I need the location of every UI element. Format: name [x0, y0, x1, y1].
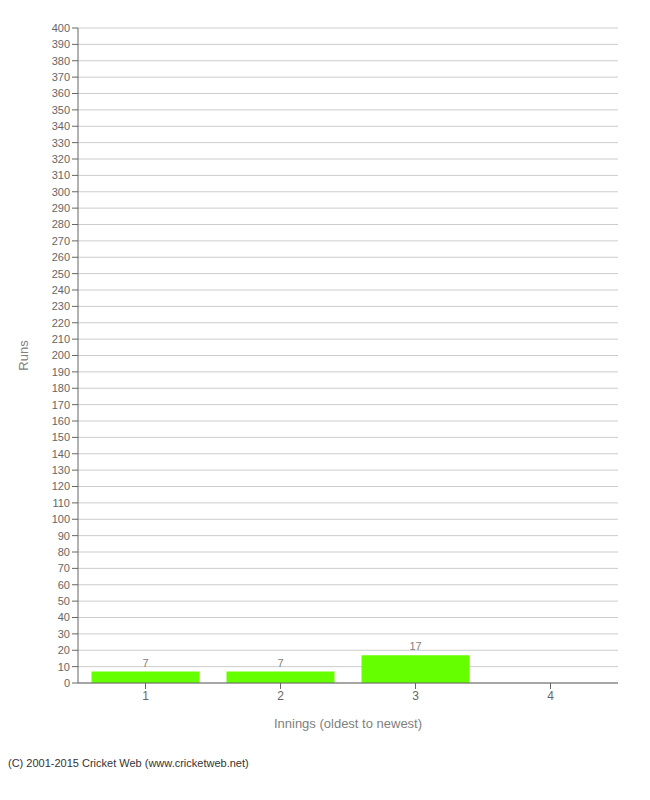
svg-text:370: 370 [52, 71, 70, 83]
svg-text:390: 390 [52, 38, 70, 50]
svg-text:40: 40 [58, 611, 70, 623]
svg-text:300: 300 [52, 186, 70, 198]
svg-text:280: 280 [52, 218, 70, 230]
svg-text:170: 170 [52, 399, 70, 411]
svg-text:250: 250 [52, 268, 70, 280]
svg-text:60: 60 [58, 579, 70, 591]
svg-text:0: 0 [64, 677, 70, 689]
svg-text:240: 240 [52, 284, 70, 296]
svg-text:10: 10 [58, 661, 70, 673]
svg-text:230: 230 [52, 300, 70, 312]
svg-text:380: 380 [52, 55, 70, 67]
svg-text:330: 330 [52, 137, 70, 149]
svg-text:100: 100 [52, 513, 70, 525]
svg-text:20: 20 [58, 644, 70, 656]
svg-text:7: 7 [142, 657, 148, 669]
html-text:(C) 2001-2015 Cricket Web (www: (C) 2001-2015 Cricket Web (www.cricketwe… [8, 757, 249, 769]
svg-text:30: 30 [58, 628, 70, 640]
svg-text:17: 17 [409, 640, 421, 652]
svg-text:290: 290 [52, 202, 70, 214]
svg-text:120: 120 [52, 480, 70, 492]
svg-text:220: 220 [52, 317, 70, 329]
svg-text:4: 4 [547, 689, 554, 703]
svg-text:140: 140 [52, 448, 70, 460]
svg-text:190: 190 [52, 366, 70, 378]
svg-text:80: 80 [58, 546, 70, 558]
svg-text:400: 400 [52, 22, 70, 34]
svg-text:150: 150 [52, 431, 70, 443]
svg-text:310: 310 [52, 169, 70, 181]
svg-text:3: 3 [412, 689, 419, 703]
svg-text:90: 90 [58, 530, 70, 542]
svg-text:160: 160 [52, 415, 70, 427]
svg-text:350: 350 [52, 104, 70, 116]
svg-text:340: 340 [52, 120, 70, 132]
svg-text:360: 360 [52, 87, 70, 99]
svg-text:180: 180 [52, 382, 70, 394]
svg-text:70: 70 [58, 562, 70, 574]
svg-text:200: 200 [52, 349, 70, 361]
svg-text:50: 50 [58, 595, 70, 607]
svg-text:Runs: Runs [16, 340, 31, 371]
svg-text:1: 1 [142, 689, 149, 703]
svg-text:210: 210 [52, 333, 70, 345]
svg-text:320: 320 [52, 153, 70, 165]
svg-text:110: 110 [52, 497, 70, 509]
svg-text:2: 2 [277, 689, 284, 703]
svg-text:130: 130 [52, 464, 70, 476]
svg-text:270: 270 [52, 235, 70, 247]
svg-text:7: 7 [277, 657, 283, 669]
svg-text:Innings (oldest to newest): Innings (oldest to newest) [274, 716, 422, 731]
svg-text:260: 260 [52, 251, 70, 263]
